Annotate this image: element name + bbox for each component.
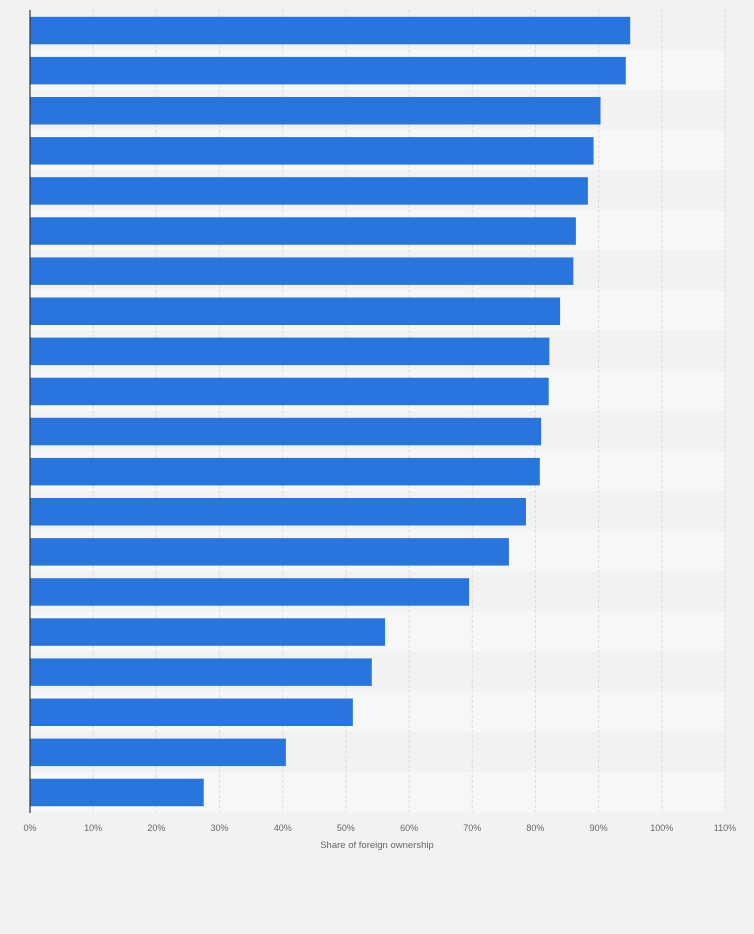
bar bbox=[30, 778, 204, 807]
row-bands bbox=[30, 10, 725, 812]
bar bbox=[30, 618, 386, 646]
bar bbox=[30, 538, 509, 566]
x-tick-label: 10% bbox=[84, 823, 102, 833]
x-tick-label: 20% bbox=[147, 823, 165, 833]
bar bbox=[30, 698, 353, 726]
x-tick-label: 80% bbox=[526, 823, 544, 833]
bar bbox=[30, 217, 576, 245]
bar bbox=[30, 137, 594, 165]
bar bbox=[30, 97, 601, 125]
bar bbox=[30, 457, 540, 486]
x-tick-label: 100% bbox=[650, 823, 673, 833]
bars bbox=[30, 16, 631, 807]
x-tick-label: 60% bbox=[400, 823, 418, 833]
bar bbox=[30, 177, 588, 205]
bar bbox=[30, 417, 542, 446]
bar bbox=[30, 738, 286, 767]
x-tick-label: 70% bbox=[463, 823, 481, 833]
bar bbox=[30, 337, 550, 366]
x-axis-title: Share of foreign ownership bbox=[320, 840, 434, 851]
x-tick-label: 110% bbox=[714, 823, 736, 833]
bar bbox=[30, 297, 561, 325]
bar bbox=[30, 56, 626, 85]
x-tick-label: 50% bbox=[337, 823, 355, 833]
bar bbox=[30, 16, 631, 45]
x-tick-label: 40% bbox=[274, 823, 292, 833]
bar bbox=[30, 257, 574, 285]
gridlines bbox=[92, 10, 726, 812]
bar bbox=[30, 377, 549, 406]
bar bbox=[30, 578, 470, 606]
x-tick-labels: 0% 10% 20% 30% 40% 50% 60% 70% 80% 90% 100% 110% bbox=[23, 823, 736, 833]
x-tick-label: 90% bbox=[590, 823, 608, 833]
x-tick-label: 0% bbox=[23, 823, 36, 833]
x-tick-label: 30% bbox=[211, 823, 229, 833]
bar bbox=[30, 658, 372, 686]
bar bbox=[30, 498, 526, 526]
